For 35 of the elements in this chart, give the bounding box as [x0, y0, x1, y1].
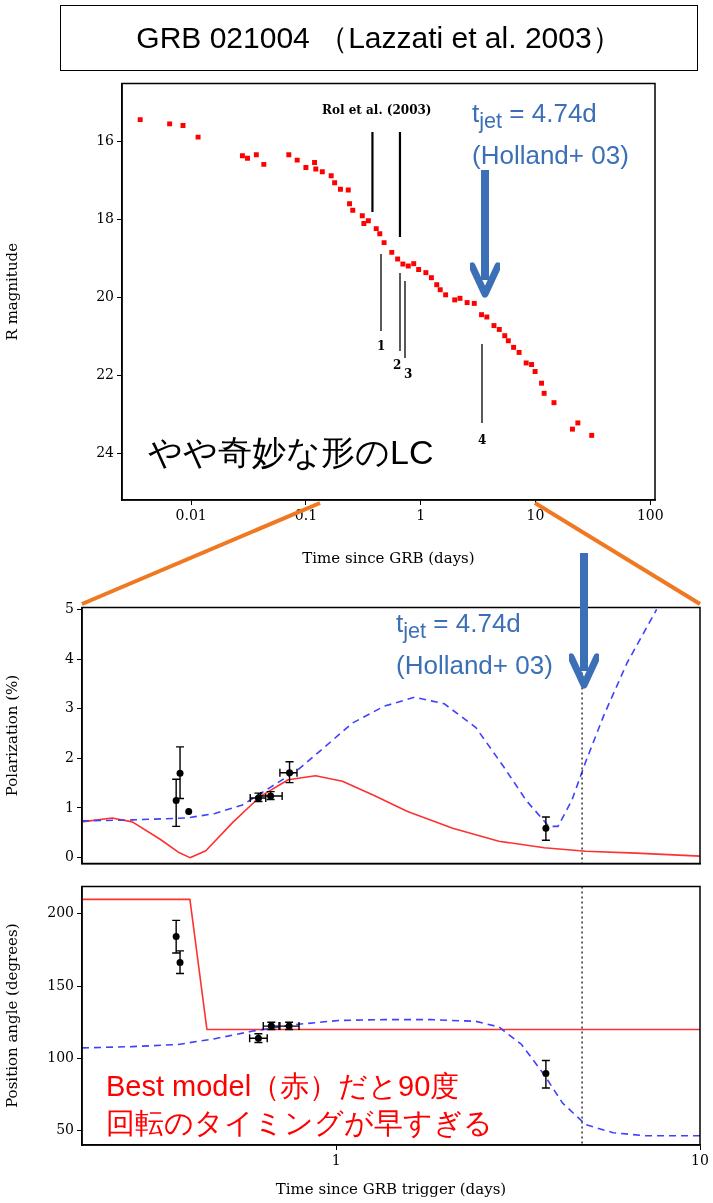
y-tick-label: 1 [65, 798, 74, 815]
y-tick-label: 16 [96, 132, 115, 149]
y-tick-label: 20 [96, 288, 114, 305]
chart-title: GRB 021004 （Lazzati et al. 2003） [60, 5, 698, 71]
y-tick-label: 24 [96, 443, 115, 460]
annotation: 3 [404, 367, 413, 381]
x-tick-label: 10 [526, 507, 545, 524]
annotation: t$_{jet}$ = 4.74d (Holland+ 03) [472, 97, 629, 173]
annotation: t$_{jet}$ = 4.74d (Holland+ 03) [396, 607, 553, 683]
y-tick-label: 4 [65, 649, 75, 666]
y-tick-label: 100 [47, 1048, 74, 1065]
y-axis-title: Polarization (%) [2, 674, 21, 797]
y-tick-label: 50 [56, 1121, 74, 1138]
annotation: Rol et al. (2003) [322, 103, 432, 117]
x-tick-label: 0.01 [175, 507, 207, 524]
y-tick-label: 150 [47, 976, 74, 993]
y-axis-title: R magnitude [2, 242, 21, 341]
y-tick-label: 18 [96, 210, 114, 227]
annotation: 2 [393, 358, 402, 372]
y-tick-label: 2 [65, 748, 74, 765]
y-tick-label: 5 [65, 600, 74, 617]
y-tick-label: 3 [65, 699, 74, 716]
x-tick-label: 10 [691, 1152, 709, 1169]
annotation: 1 [377, 339, 386, 353]
x-axis-title: Time since GRB (days) [302, 548, 475, 567]
y-tick-label: 200 [47, 904, 74, 921]
annotation: Best model（赤）だと90度回転のタイミングが早すぎる [106, 1069, 493, 1141]
annotation: やや奇妙な形のLC [148, 432, 434, 472]
annotation: 4 [478, 433, 487, 447]
y-axis-title: Position angle (degrees) [2, 923, 21, 1108]
x-tick-label: 1 [416, 507, 426, 524]
x-tick-label: 100 [636, 507, 664, 524]
y-tick-label: 0 [65, 848, 74, 865]
x-axis-title: Time since GRB trigger (days) [275, 1179, 507, 1198]
y-tick-label: 22 [96, 366, 114, 383]
